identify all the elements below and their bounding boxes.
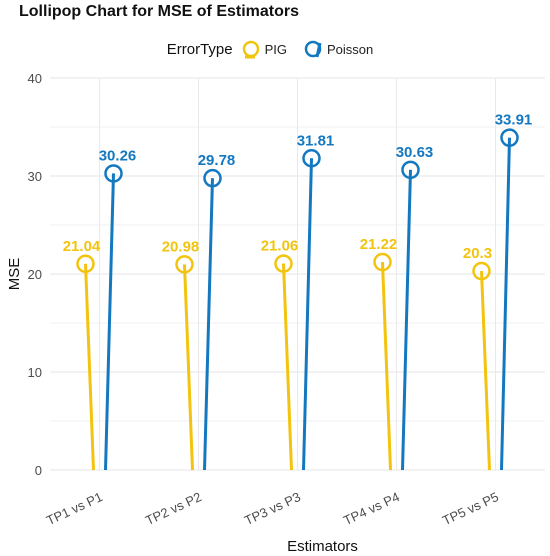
data-label-pig: 21.04 xyxy=(63,238,101,255)
data-label-poisson: 29.78 xyxy=(198,152,236,169)
point-pig xyxy=(76,254,95,274)
data-label-poisson: 30.63 xyxy=(396,144,434,161)
stem-pig xyxy=(381,261,392,471)
x-tick-label: TP1 vs P1 xyxy=(44,489,105,528)
point-pig xyxy=(472,261,491,281)
stem-pig xyxy=(84,263,95,471)
y-tick-label: 10 xyxy=(28,365,42,380)
data-label-poisson: 33.91 xyxy=(495,112,533,129)
stem-poisson xyxy=(302,158,313,471)
data-label-pig: 21.06 xyxy=(261,238,299,255)
data-label-poisson: 31.81 xyxy=(297,132,335,149)
point-pig xyxy=(175,255,194,274)
point-poisson xyxy=(302,149,321,168)
point-pig xyxy=(373,252,392,272)
legend-label-poisson: Poisson xyxy=(327,41,374,57)
legend-item-poisson: Poisson xyxy=(303,39,373,59)
y-tick-label: 30 xyxy=(28,169,42,184)
stem-poisson xyxy=(401,169,412,471)
point-poisson xyxy=(104,164,123,183)
point-poisson xyxy=(500,128,519,147)
legend-item-pig: PIG xyxy=(241,39,287,59)
legend-key-poisson-icon xyxy=(304,40,322,58)
stem-pig xyxy=(282,263,293,471)
data-label-pig: 20.98 xyxy=(162,238,200,255)
chart-title: Lollipop Chart for MSE of Estimators xyxy=(19,3,300,20)
legend-key-pig-icon xyxy=(242,40,259,59)
point-pig xyxy=(274,254,293,273)
stem-pig xyxy=(480,270,491,471)
stem-poisson xyxy=(203,178,214,471)
point-poisson xyxy=(401,160,420,180)
y-tick-label: 40 xyxy=(28,71,42,86)
y-axis-title: MSE xyxy=(6,258,23,291)
x-tick-label: TP3 vs P3 xyxy=(242,489,303,528)
data-label-pig: 20.3 xyxy=(463,245,492,262)
stem-poisson xyxy=(104,173,115,471)
x-tick-label: TP4 vs P4 xyxy=(341,489,402,528)
data-label-pig: 21.22 xyxy=(360,236,398,253)
point-poisson xyxy=(203,168,222,188)
data-label-poisson: 30.26 xyxy=(99,147,137,164)
stem-poisson xyxy=(500,137,511,471)
legend-label-pig: PIG xyxy=(264,41,287,57)
x-tick-label: TP2 vs P2 xyxy=(143,489,204,528)
y-tick-label: 0 xyxy=(35,463,42,478)
legend-title: ErrorType xyxy=(166,40,233,58)
y-tick-label: 20 xyxy=(28,267,42,282)
legend: ErrorType PIG Poisson xyxy=(0,36,550,62)
x-tick-label: TP5 vs P5 xyxy=(440,489,501,528)
stem-pig xyxy=(183,264,194,471)
x-axis-title: Estimators xyxy=(287,538,358,555)
